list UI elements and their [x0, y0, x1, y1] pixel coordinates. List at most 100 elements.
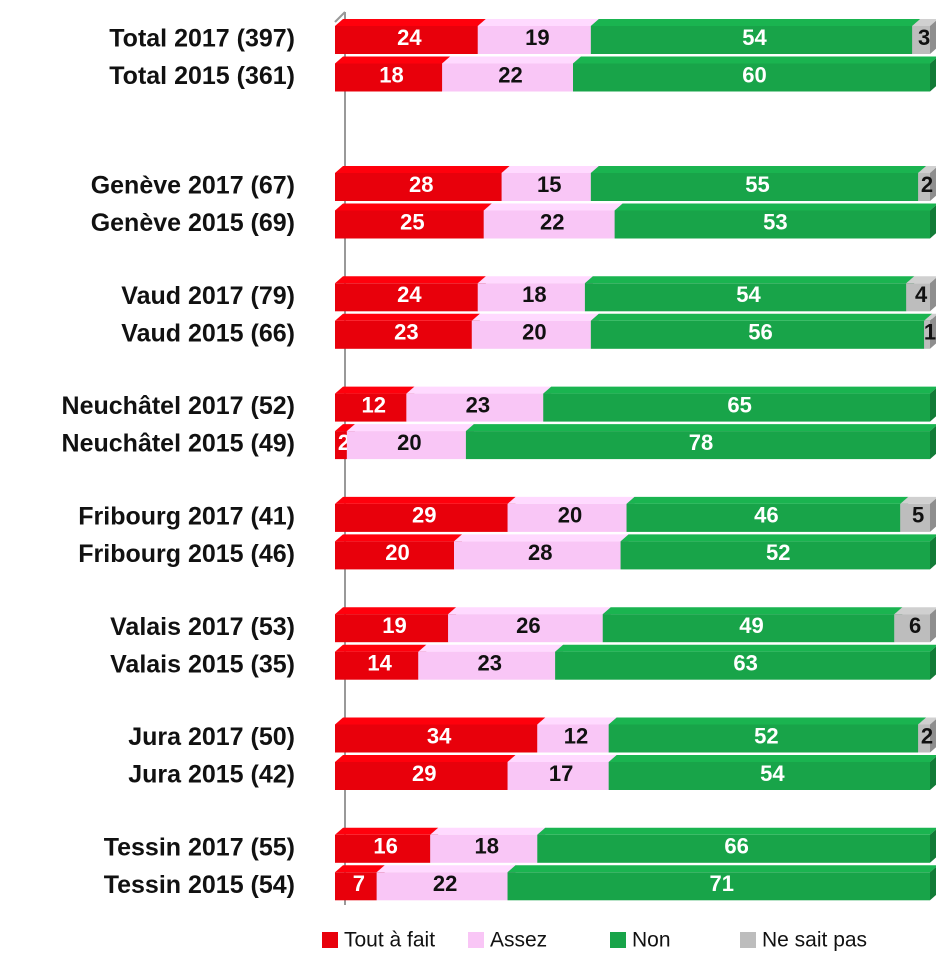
bar-top	[376, 865, 516, 873]
bar-top	[590, 19, 921, 26]
legend-label: Ne sait pas	[762, 929, 867, 952]
bar-top	[608, 755, 936, 762]
value-label: 56	[748, 320, 772, 345]
value-label: 2	[921, 723, 933, 748]
bar-top	[454, 534, 629, 542]
bar-top	[590, 166, 927, 173]
value-label: 29	[412, 503, 436, 528]
value-label: 71	[710, 871, 734, 896]
bar-top	[335, 166, 510, 173]
bar-segment	[906, 283, 930, 312]
bar-top	[555, 644, 936, 652]
value-label: 22	[540, 209, 564, 234]
value-label: 20	[558, 503, 582, 528]
category-label: Valais 2015 (35)	[110, 650, 295, 678]
value-label: 12	[564, 723, 588, 748]
category-label: Vaud 2017 (79)	[121, 282, 295, 310]
bar-top	[335, 534, 462, 542]
axis-depth	[334, 11, 346, 23]
category-label: Total 2017 (397)	[109, 25, 295, 53]
bar-segment	[477, 26, 591, 54]
bar-segment	[900, 503, 930, 532]
category-label: Jura 2017 (50)	[128, 723, 295, 751]
bar-segment	[537, 724, 609, 753]
bar-side	[930, 315, 936, 349]
category-label: Vaud 2015 (66)	[121, 319, 295, 347]
bar-top	[584, 276, 915, 284]
bar-segment	[590, 26, 913, 54]
bar-side	[930, 867, 936, 901]
bar-segment	[543, 393, 930, 422]
bar-segment	[376, 872, 508, 901]
bar-segment	[924, 320, 930, 349]
bar-top	[335, 56, 451, 64]
value-label: 20	[397, 430, 421, 455]
bar-side	[930, 829, 936, 863]
bar-side	[930, 205, 936, 239]
bar-segment	[918, 173, 930, 201]
value-label: 53	[763, 209, 787, 234]
value-label: 34	[427, 723, 452, 748]
value-label: 16	[373, 834, 397, 859]
bar-top	[918, 717, 936, 725]
bar-top	[483, 203, 623, 211]
value-label: 17	[549, 761, 573, 786]
bar-segment	[335, 173, 502, 201]
bar-segment	[335, 503, 508, 532]
value-label: 23	[466, 392, 490, 417]
value-label: 78	[689, 430, 713, 455]
bar-top	[590, 313, 933, 321]
value-label: 18	[475, 834, 499, 859]
bar-top	[602, 607, 903, 615]
value-label: 1	[924, 320, 936, 345]
bar-segment	[335, 26, 478, 54]
value-label: 22	[433, 871, 457, 896]
bar-segment	[406, 393, 544, 422]
value-label: 12	[361, 392, 385, 417]
bar-top	[335, 865, 385, 873]
bar-top	[335, 496, 516, 504]
category-label: Fribourg 2017 (41)	[78, 503, 295, 531]
bar-top	[346, 424, 474, 432]
value-label: 23	[477, 651, 501, 676]
bar-segment	[335, 834, 431, 863]
bar-top	[471, 313, 599, 321]
bar-side	[930, 756, 936, 790]
legend-swatch	[468, 932, 484, 948]
bar-top	[335, 607, 457, 615]
category-label: Tessin 2015 (54)	[104, 871, 295, 899]
bar-segment	[501, 173, 591, 201]
bar-top	[537, 717, 617, 725]
bar-segment	[894, 614, 930, 643]
value-label: 20	[522, 320, 546, 345]
value-label: 60	[742, 62, 766, 87]
legend-label: Assez	[490, 929, 547, 952]
bar-segment	[590, 320, 925, 349]
bar-top	[335, 276, 486, 284]
bar-segment	[626, 503, 901, 532]
bar-top	[507, 496, 635, 504]
legend-swatch	[322, 932, 338, 948]
category-label: Tessin 2017 (55)	[104, 833, 295, 861]
value-label: 66	[724, 834, 748, 859]
value-label: 55	[745, 172, 769, 197]
value-label: 54	[736, 282, 761, 307]
bar-top	[573, 56, 936, 64]
bar-top	[501, 166, 599, 173]
category-label: Genève 2015 (69)	[91, 209, 295, 237]
bar-segment	[335, 541, 454, 570]
bar-segment	[335, 651, 419, 680]
bar-side	[930, 388, 936, 422]
bar-top	[406, 386, 552, 394]
bar-segment	[418, 651, 556, 680]
bar-top	[335, 203, 492, 211]
bar-top	[430, 827, 546, 835]
bar-segment	[454, 541, 621, 570]
bar-segment	[555, 651, 930, 680]
legend-swatch	[740, 932, 756, 948]
bar-side	[930, 58, 936, 92]
value-label: 19	[382, 613, 406, 638]
legend-label: Non	[632, 929, 671, 952]
bar-top	[620, 534, 936, 542]
category-label: Total 2015 (361)	[109, 62, 295, 90]
